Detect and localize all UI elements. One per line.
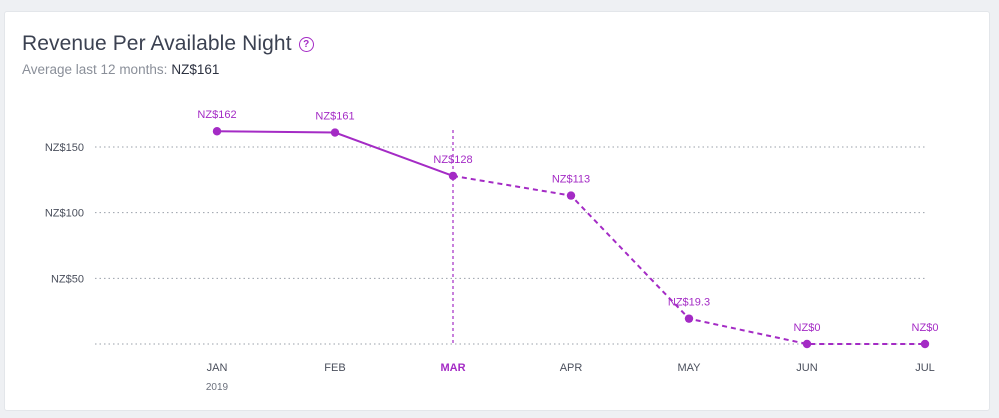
data-label-feb: NZ$161 bbox=[315, 111, 354, 123]
x-tick-label-feb: FEB bbox=[324, 362, 345, 374]
chart-subtitle: Average last 12 months: NZ$161 bbox=[22, 62, 219, 77]
data-label-jun: NZ$0 bbox=[794, 322, 821, 334]
y-tick-label: NZ$100 bbox=[45, 208, 84, 220]
x-tick-year-label: 2019 bbox=[206, 382, 229, 393]
data-label-mar: NZ$128 bbox=[433, 154, 472, 166]
x-tick-label-mar: MAR bbox=[440, 362, 465, 374]
data-point-jul bbox=[920, 339, 930, 349]
y-tick-label: NZ$150 bbox=[45, 142, 84, 154]
data-point-jun bbox=[802, 339, 812, 349]
data-label-apr: NZ$113 bbox=[552, 174, 590, 186]
y-tick-label: NZ$50 bbox=[51, 273, 84, 285]
subtitle-value: NZ$161 bbox=[171, 62, 220, 77]
x-tick-label-jul: JUL bbox=[915, 362, 935, 374]
data-point-feb bbox=[330, 128, 340, 137]
data-point-may bbox=[684, 314, 694, 323]
question-circle-icon[interactable]: ? bbox=[298, 36, 314, 52]
x-tick-label-jan: JAN bbox=[207, 362, 228, 374]
chart-title: Revenue Per Available Night bbox=[22, 32, 292, 55]
data-point-jan bbox=[212, 127, 222, 136]
data-label-may: NZ$19.3 bbox=[668, 297, 710, 309]
x-tick-label-may: MAY bbox=[677, 362, 701, 374]
data-point-apr bbox=[566, 191, 576, 200]
series-line-actual bbox=[216, 130, 454, 177]
data-label-jul: NZ$0 bbox=[912, 322, 939, 334]
title-row: Revenue Per Available Night ? bbox=[22, 32, 314, 56]
data-point-mar bbox=[448, 171, 458, 181]
data-label-jan: NZ$162 bbox=[197, 109, 236, 121]
x-tick-label-apr: APR bbox=[560, 362, 583, 374]
x-tick-label-jun: JUN bbox=[796, 362, 817, 374]
subtitle-label: Average last 12 months: bbox=[22, 62, 168, 77]
